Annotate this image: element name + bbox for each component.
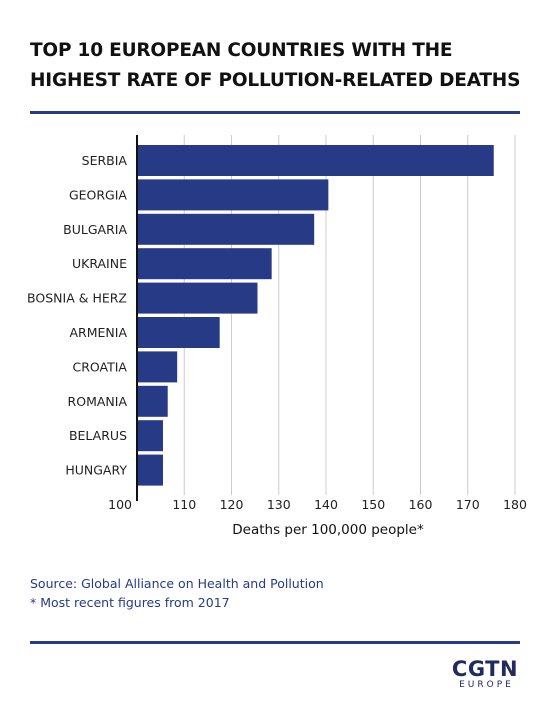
footnote-text: * Most recent figures from 2017 bbox=[30, 595, 230, 610]
category-label: ROMANIA bbox=[68, 394, 128, 409]
category-label: GEORGIA bbox=[69, 187, 127, 202]
cgtn-logo: CGTN EUROPE bbox=[449, 658, 521, 690]
tick-label: 150 bbox=[361, 497, 385, 512]
logo-sub-text: EUROPE bbox=[459, 680, 514, 690]
category-label: UKRAINE bbox=[72, 256, 127, 271]
category-label: SERBIA bbox=[82, 153, 128, 168]
tick-label: 170 bbox=[456, 497, 480, 512]
bar-croatia bbox=[137, 351, 178, 383]
category-label: CROATIA bbox=[73, 359, 128, 374]
tick-label: 110 bbox=[172, 497, 196, 512]
category-label: ARMENIA bbox=[69, 325, 127, 340]
bar-georgia bbox=[137, 179, 329, 211]
category-label: BULGARIA bbox=[63, 222, 127, 237]
bar-bosnia-herz bbox=[137, 282, 258, 314]
tick-label: 180 bbox=[503, 497, 527, 512]
source-note: Source: Global Alliance on Health and Po… bbox=[30, 574, 324, 612]
bars bbox=[137, 145, 494, 486]
bar-ukraine bbox=[137, 248, 272, 280]
bar-romania bbox=[137, 385, 168, 417]
category-label: HUNGARY bbox=[65, 463, 127, 478]
category-label: BOSNIA & HERZ bbox=[27, 291, 127, 306]
tick-labels: 100 110 120 130 140 150 160 170 180 bbox=[108, 497, 527, 512]
tick-label: 120 bbox=[220, 497, 244, 512]
tick-label: 160 bbox=[409, 497, 433, 512]
bar-belarus bbox=[137, 420, 163, 452]
bar-serbia bbox=[137, 145, 494, 176]
bar-chart: SERBIA GEORGIA BULGARIA UKRAINE BOSNIA & HER… bbox=[27, 135, 527, 538]
top-divider bbox=[30, 111, 520, 114]
logo-main-text: CGTN bbox=[451, 657, 519, 681]
bottom-divider bbox=[30, 641, 520, 644]
category-labels: SERBIA GEORGIA BULGARIA UKRAINE BOSNIA & HER… bbox=[27, 153, 127, 478]
bar-armenia bbox=[137, 317, 220, 348]
bar-bulgaria bbox=[137, 213, 315, 245]
x-axis-label: Deaths per 100,000 people* bbox=[232, 522, 424, 538]
tick-label: 130 bbox=[267, 497, 291, 512]
tick-label: 100 bbox=[108, 497, 132, 512]
chart-title: TOP 10 EUROPEAN COUNTRIES WITH THE HIGHE… bbox=[30, 40, 521, 91]
source-text: Source: Global Alliance on Health and Po… bbox=[30, 576, 324, 591]
category-label: BELARUS bbox=[69, 428, 127, 443]
tick-label: 140 bbox=[314, 497, 338, 512]
bar-hungary bbox=[137, 454, 163, 486]
